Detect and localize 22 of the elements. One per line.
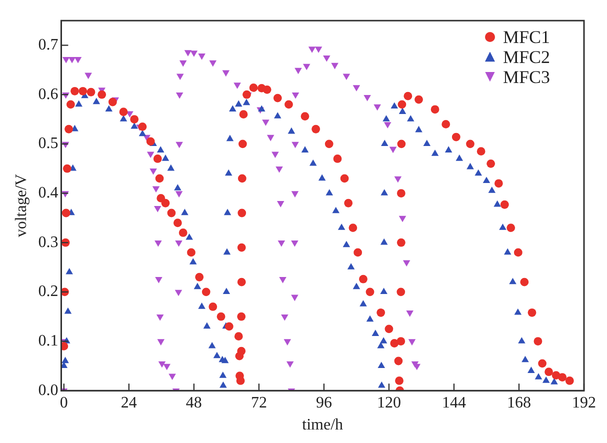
x-tick-label: 192 <box>572 394 596 412</box>
y-tick-label: 0.0 <box>38 382 58 399</box>
legend-label: MFC2 <box>502 46 550 67</box>
y-tick-label: 0.1 <box>38 332 58 350</box>
y-tick-label: 0.4 <box>38 184 58 202</box>
y-tick-label: 0.3 <box>38 234 58 251</box>
x-tick-label: 96 <box>316 394 332 412</box>
x-tick-label: 0 <box>60 394 68 412</box>
y-axis-title: voltage/V <box>12 174 30 238</box>
y-tick-label: 0.2 <box>38 283 58 300</box>
x-tick-label: 144 <box>442 394 466 412</box>
x-tick-label: 120 <box>376 394 401 412</box>
x-tick-label: 72 <box>250 394 267 412</box>
y-tick-label: 0.5 <box>38 135 58 152</box>
legend-label: MFC1 <box>502 26 550 47</box>
x-tick-label: 48 <box>186 394 202 412</box>
y-tick-label: 0.7 <box>38 36 58 54</box>
y-tick-label: 0.6 <box>38 86 58 103</box>
legend-label: MFC3 <box>502 66 550 87</box>
x-axis-title: time/h <box>302 416 344 434</box>
x-tick-label: 24 <box>120 394 137 412</box>
x-tick-label: 168 <box>506 394 531 412</box>
